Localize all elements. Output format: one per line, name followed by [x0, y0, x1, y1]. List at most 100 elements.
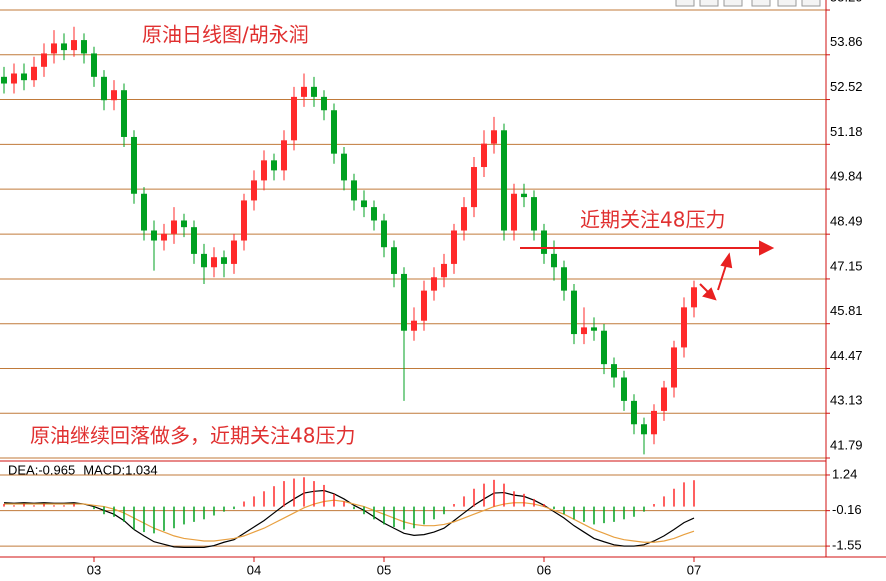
candle-body: [661, 387, 667, 411]
candle-body: [461, 207, 467, 231]
candle-body: [421, 290, 427, 321]
candle-body: [481, 143, 487, 168]
y-tick-label: 48.49: [830, 214, 863, 229]
x-tick-label: 06: [537, 562, 551, 577]
candle-body: [221, 257, 227, 264]
candle-body: [611, 364, 617, 378]
legend-entry: MACD:1.034: [83, 462, 157, 477]
candle-body: [631, 400, 637, 425]
toolbar: [675, 0, 821, 7]
candle-body: [251, 180, 257, 201]
candle-body: [121, 90, 127, 137]
candle-body: [671, 347, 677, 388]
candle-body: [261, 160, 267, 181]
candle-body: [681, 307, 687, 348]
candle-body: [601, 330, 607, 365]
arrows: [520, 240, 775, 301]
x-tick-label: 07: [687, 562, 701, 577]
chart-title: 原油日线图/胡永润: [142, 23, 309, 47]
arrow-head: [702, 287, 717, 301]
candle-body: [501, 130, 507, 231]
y-tick-label: 51.18: [830, 124, 863, 139]
candle-body: [201, 253, 207, 268]
y-tick-label: 1.24: [832, 466, 857, 481]
x-tick-label: 04: [247, 562, 261, 577]
candle-body: [641, 424, 647, 435]
annotation: 原油继续回落做多，近期关注48压力: [30, 424, 355, 448]
candle-body: [571, 290, 577, 335]
candle-body: [101, 76, 107, 101]
candle-body: [31, 66, 37, 81]
candle-body: [391, 247, 397, 274]
candle-body: [361, 200, 367, 208]
tool-button[interactable]: [675, 0, 695, 7]
candle-body: [371, 207, 377, 221]
arrow-head: [720, 252, 733, 269]
y-tick-label: 43.13: [830, 393, 863, 408]
candle-body: [151, 230, 157, 241]
candle-body: [51, 43, 57, 54]
candle-body: [451, 230, 457, 264]
tool-button[interactable]: [699, 0, 719, 7]
candle-body: [441, 263, 447, 278]
y-tick-label: 45.81: [830, 303, 863, 318]
candle-body: [41, 53, 47, 67]
candle-body: [401, 273, 407, 331]
candle-body: [691, 287, 697, 308]
candle-body: [11, 73, 17, 84]
tool-button[interactable]: [777, 0, 797, 7]
y-tick-label: 49.84: [830, 169, 863, 184]
x-tick-label: 03: [87, 562, 101, 577]
annotation: 近期关注48压力: [580, 208, 725, 232]
candle-body: [321, 96, 327, 111]
candle-body: [331, 110, 337, 154]
candle-body: [531, 197, 537, 231]
candle-body: [341, 153, 347, 181]
tool-button[interactable]: [801, 0, 821, 7]
marks: [1, 26, 697, 548]
y-tick-label: -0.16: [832, 502, 862, 517]
candle-body: [181, 220, 187, 228]
y-tick-label: 41.79: [830, 437, 863, 452]
candle-body: [281, 140, 287, 171]
grid: 55.20 53.86 52.52 51.18 49.84 48.49 47.15 45.81…: [0, 0, 863, 577]
candle-body: [311, 86, 317, 97]
legend-entry: DEA:-0.965: [8, 462, 75, 477]
legend: DEA:-0.965 MACD:1.034: [8, 462, 158, 477]
candle-body: [351, 180, 357, 201]
y-tick-label: 52.52: [830, 79, 863, 94]
candle-body: [141, 193, 147, 231]
candle-body: [111, 90, 117, 101]
candle-body: [61, 43, 67, 51]
candle-body: [411, 320, 417, 331]
y-tick-label: 53.86: [830, 34, 863, 49]
candle-body: [651, 410, 657, 435]
candle-body: [301, 86, 307, 97]
candle-body: [21, 73, 27, 81]
candle-body: [471, 167, 477, 208]
candle-body: [581, 327, 587, 335]
candle-body: [71, 40, 77, 51]
candle-body: [231, 240, 237, 264]
y-tick-label: -1.55: [832, 538, 862, 553]
y-tick-label: 44.47: [830, 348, 863, 363]
tool-button[interactable]: [751, 0, 771, 7]
candle-body: [1, 76, 7, 84]
candle-body: [431, 277, 437, 291]
candle-body: [161, 233, 167, 241]
candle-body: [191, 227, 197, 254]
candle-body: [551, 253, 557, 268]
candle-body: [621, 377, 627, 401]
candle-body: [271, 160, 277, 171]
candle-body: [241, 200, 247, 241]
arrow-head: [759, 240, 775, 256]
tool-button[interactable]: [723, 0, 743, 7]
candle-body: [521, 193, 527, 198]
x-tick-label: 05: [377, 562, 391, 577]
candle-body: [561, 267, 567, 291]
candle-body: [591, 327, 597, 331]
candle-body: [131, 136, 137, 194]
candle-body: [211, 257, 217, 268]
